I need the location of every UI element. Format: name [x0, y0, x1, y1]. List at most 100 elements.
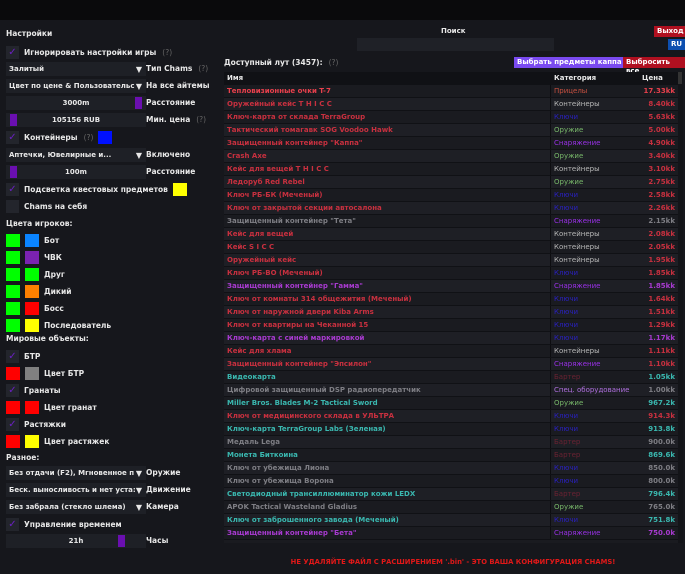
scrollbar[interactable] — [678, 72, 683, 543]
movement-dropdown[interactable]: Беск. выносливость и нет уста: ▼ — [6, 483, 146, 497]
table-row[interactable]: Медаль Lega Бартер 900.0k — [224, 436, 678, 449]
distance-slider[interactable]: 3000m — [6, 96, 146, 110]
table-row[interactable]: Ключ от закрытой секции автосалона Ключи 2… — [224, 202, 678, 215]
table-row[interactable]: Ключ от наружной двери Kiba Arms Ключи 1.5… — [224, 306, 678, 319]
tripwires-checkbox[interactable]: ✓ Растяжки — [6, 417, 66, 431]
table-row[interactable]: Ключ РБ-ВО (Меченый) Ключи 1.85kk — [224, 267, 678, 280]
table-row[interactable]: Ключ-карта с синей маркировкой Ключи 1.17k… — [224, 332, 678, 345]
min-price-slider[interactable]: 105156 RUB — [6, 113, 146, 127]
value: Цвет по цене & Пользовательс — [9, 82, 135, 90]
color-swatch[interactable] — [25, 400, 39, 414]
select-kappa-button[interactable]: Выбрать предметы каппа — [514, 57, 625, 68]
search-input[interactable] — [357, 38, 554, 51]
help-icon[interactable]: (?) — [162, 47, 173, 57]
ignore-game-checkbox[interactable]: ✓ Игнорировать настройки игры (?) — [6, 45, 172, 59]
color-swatch[interactable] — [6, 284, 20, 298]
color-swatch[interactable] — [25, 434, 39, 448]
table-row[interactable]: Оружейный кейс T H I C C Контейнеры 8.40kk — [224, 98, 678, 111]
table-row[interactable]: Светодиодный трансиллюминатор кожи LEDX Б… — [224, 488, 678, 501]
color-swatch[interactable] — [6, 301, 20, 315]
color-swatch[interactable] — [6, 233, 20, 247]
container-distance-slider[interactable]: 100m — [6, 165, 146, 179]
color-mode-dropdown[interactable]: Цвет по цене & Пользовательс ▼ — [6, 79, 146, 93]
quest-highlight-checkbox[interactable]: ✓ Подсветка квестовых предметов — [6, 182, 192, 196]
color-swatch[interactable] — [6, 318, 20, 332]
table-row[interactable]: Ключ-карта TerraGroup Labs (Зеленая) Ключ… — [224, 423, 678, 436]
color-swatch[interactable] — [25, 250, 39, 264]
table-row[interactable]: Защищенный контейнер "Тета" Снаряжение 2.1… — [224, 215, 678, 228]
table-row[interactable]: Miller Bros. Blades M-2 Tactical Sword Ор… — [224, 397, 678, 410]
table-row[interactable]: Тактический томагавк SOG Voodoo Hawk Оруж… — [224, 124, 678, 137]
table-row[interactable]: Защищенный контейнер "Эпсилон" Снаряжение… — [224, 358, 678, 371]
table-row[interactable]: Ключ от медицинского склада в УЛЬТРА Ключ… — [224, 410, 678, 423]
table-row[interactable]: Тепловизионные очки T-7 Прицелы 17.33kk — [224, 85, 678, 98]
color-swatch[interactable] — [6, 250, 20, 264]
table-row[interactable]: Ледоруб Red Rebel Оружие 2.75kk — [224, 176, 678, 189]
slider-handle[interactable] — [10, 166, 17, 178]
table-row[interactable]: Защищенный контейнер "Бета" Снаряжение 750… — [224, 527, 678, 540]
grenades-checkbox[interactable]: ✓ Гранаты — [6, 383, 61, 397]
column-price[interactable]: Цена — [642, 74, 663, 82]
slider-handle[interactable] — [10, 114, 17, 126]
color-swatch[interactable] — [25, 366, 39, 380]
containers-filter-dropdown[interactable]: Аптечки, Ювелирные и... ▼ — [6, 148, 146, 162]
table-row[interactable]: Ключ от квартиры на Чеканной 15 Ключи 1.29… — [224, 319, 678, 332]
item-name: Ключ от наружной двери Kiba Arms — [224, 306, 551, 318]
table-row[interactable]: Кейс для хлама Контейнеры 1.11kk — [224, 345, 678, 358]
color-swatch[interactable] — [25, 267, 39, 281]
color-swatch[interactable] — [25, 233, 39, 247]
color-swatch[interactable] — [25, 318, 39, 332]
language-button[interactable]: RU — [668, 39, 685, 50]
item-category: Снаряжение — [554, 139, 601, 147]
item-price: 1.85kk — [648, 282, 675, 290]
table-row[interactable]: Оружейный кейс Контейнеры 1.95kk — [224, 254, 678, 267]
quest-color-swatch[interactable] — [172, 182, 187, 196]
exit-button[interactable]: Выход — [654, 26, 685, 37]
table-row[interactable]: Защищенный контейнер "Гамма" Снаряжение 1.… — [224, 280, 678, 293]
table-row[interactable]: Ключ-карта от склада TerraGroup Ключи 5.63… — [224, 111, 678, 124]
item-name: Тактический томагавк SOG Voodoo Hawk — [224, 124, 551, 136]
table-row[interactable]: APOK Tactical Wasteland Gladius Оружие 765… — [224, 501, 678, 514]
table-row[interactable]: Цифровой защищенный DSP радиопередатчик С… — [224, 384, 678, 397]
table-row[interactable]: Защищенный контейнер "Каппа" Снаряжение 4.… — [224, 137, 678, 150]
column-category[interactable]: Категория — [554, 74, 597, 82]
chams-type-dropdown[interactable]: Залитый ▼ — [6, 62, 146, 76]
table-row[interactable]: Crash Axe Оружие 3.40kk — [224, 150, 678, 163]
table-row[interactable]: Ключ РБ-БК (Меченый) Ключи 2.58kk — [224, 189, 678, 202]
color-swatch[interactable] — [25, 301, 39, 315]
column-name[interactable]: Имя — [227, 74, 244, 82]
time-control-checkbox[interactable]: ✓ Управление временем — [6, 517, 122, 531]
chams-self-checkbox[interactable]: Chams на себя — [6, 199, 87, 213]
table-row[interactable]: Кейс S I C C Контейнеры 2.05kk — [224, 241, 678, 254]
containers-checkbox[interactable]: ✓ Контейнеры (?) — [6, 130, 117, 144]
table-row[interactable]: Ключ от комнаты 314 общежития (Меченый) К… — [224, 293, 678, 306]
title-bar — [0, 0, 685, 20]
color-swatch[interactable] — [6, 267, 20, 281]
item-name: Ключ-карта от склада TerraGroup — [224, 111, 551, 123]
btr-checkbox[interactable]: ✓ БТР — [6, 349, 40, 363]
item-name: Цифровой защищенный DSP радиопередатчик — [224, 384, 551, 396]
camera-dropdown[interactable]: Без забрала (стекло шлема) ▼ — [6, 500, 146, 514]
color-swatch[interactable] — [25, 284, 39, 298]
distance-label: Расстояние — [146, 98, 196, 107]
scrollbar-thumb[interactable] — [678, 72, 682, 84]
hours-slider[interactable]: 21h — [6, 534, 146, 548]
table-row[interactable]: Ключ от убежища Лиона Ключи 850.0k — [224, 462, 678, 475]
table-row[interactable]: Кейс для вещей Контейнеры 2.08kk — [224, 228, 678, 241]
table-row[interactable]: Монета Биткоина Бартер 869.6k — [224, 449, 678, 462]
slider-handle[interactable] — [135, 97, 142, 109]
containers-color-swatch[interactable] — [98, 130, 113, 144]
help-icon[interactable]: (?) — [83, 132, 94, 142]
table-row[interactable]: Кейс для вещей T H I C C Контейнеры 3.10kk — [224, 163, 678, 176]
table-row[interactable]: Видеокарта Бартер 1.05kk — [224, 371, 678, 384]
table-row[interactable]: Ключ от убежища Ворона Ключи 800.0k — [224, 475, 678, 488]
color-swatch[interactable] — [6, 400, 20, 414]
drop-all-button[interactable]: Выбросить все — [623, 57, 685, 75]
item-name: Защищенный контейнер "Эпсилон" — [224, 358, 551, 370]
color-swatch[interactable] — [6, 434, 20, 448]
weapon-dropdown[interactable]: Без отдачи (F2), Мгновенное п ▼ — [6, 466, 146, 480]
color-swatch[interactable] — [6, 366, 20, 380]
help-icon[interactable]: (?) — [328, 58, 339, 67]
slider-handle[interactable] — [118, 535, 125, 547]
table-row[interactable]: Ключ от заброшенного завода (Меченый) Клю… — [224, 514, 678, 527]
